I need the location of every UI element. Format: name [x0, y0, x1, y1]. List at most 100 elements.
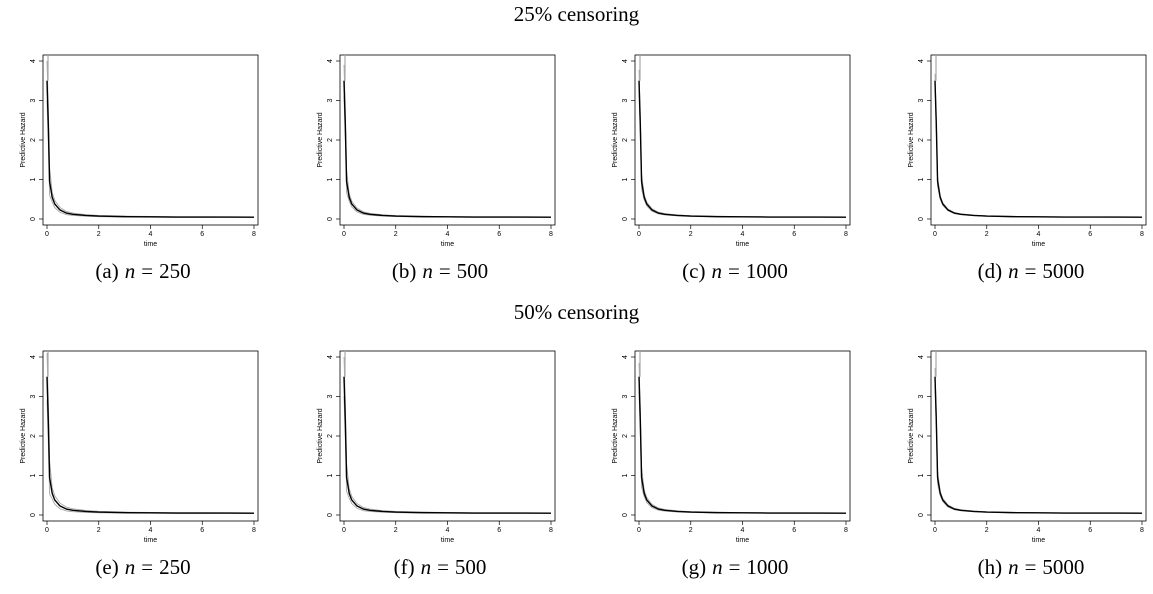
x-tick-label: 4 [149, 231, 153, 238]
y-tick-label: 4 [622, 355, 629, 359]
caption-n-value: 1000 [745, 259, 788, 283]
panel-caption: (h) n = 5000 [896, 555, 1153, 579]
chart-svg: 0 1 2 3 4 0 2 4 6 8 time Predictive Hazard [20, 350, 259, 544]
y-tick-label: 0 [327, 513, 334, 517]
caption-equals: = [1024, 259, 1037, 283]
x-tick-label: 0 [933, 231, 937, 238]
y-tick-label: 1 [918, 473, 925, 477]
caption-label: (h) [977, 555, 1003, 579]
x-tick-label: 6 [200, 231, 204, 238]
x-tick-label: 6 [497, 231, 501, 238]
band-upper [46, 60, 255, 218]
chart-svg: 0 1 2 3 4 0 2 4 6 8 time Predictive Hazard [612, 350, 851, 544]
band-upper [934, 73, 1143, 218]
y-tick-label: 4 [30, 355, 37, 359]
chart-svg: 0 1 2 3 4 0 2 4 6 8 time Predictive Hazard [317, 54, 556, 248]
chart-panel-e: 0 1 2 3 4 0 2 4 6 8 time Predictive Hazard (e) n = 250 [8, 346, 278, 582]
caption-n-symbol: n [1008, 259, 1019, 283]
x-tick-label: 6 [792, 527, 796, 534]
y-tick-label: 0 [327, 217, 334, 221]
band-lower [46, 400, 255, 514]
section-title-25: 25% censoring [513, 2, 640, 26]
x-tick-label: 4 [1037, 231, 1041, 238]
x-axis-label: time [441, 241, 454, 248]
x-tick-label: 4 [446, 527, 450, 534]
band-lower [638, 91, 847, 218]
band-lower [934, 87, 1143, 218]
x-tick-label: 6 [792, 231, 796, 238]
y-tick-label: 0 [918, 217, 925, 221]
y-tick-label: 3 [327, 394, 334, 398]
caption-label: (g) [681, 555, 707, 579]
y-tick-label: 4 [918, 355, 925, 359]
band-upper [638, 362, 847, 514]
y-axis-label: Predictive Hazard [20, 112, 27, 167]
x-tick-label: 2 [394, 527, 398, 534]
chart-svg: 0 1 2 3 4 0 2 4 6 8 time Predictive Hazard [612, 54, 851, 248]
x-axis-label: time [441, 537, 454, 544]
estimate-line [46, 80, 255, 218]
y-tick-label: 4 [918, 59, 925, 63]
chart-svg: 0 1 2 3 4 0 2 4 6 8 time Predictive Hazard [20, 54, 259, 248]
y-tick-label: 4 [327, 355, 334, 359]
caption-n-symbol: n [1008, 555, 1019, 579]
x-tick-label: 6 [497, 527, 501, 534]
chart-panel-d: 0 1 2 3 4 0 2 4 6 8 time Predictive Hazard (d) n = 5000 [896, 50, 1153, 286]
plot-frame [42, 350, 259, 522]
x-tick-label: 2 [97, 231, 101, 238]
y-tick-label: 0 [30, 217, 37, 221]
plot-frame [930, 54, 1147, 226]
x-tick-label: 8 [1140, 527, 1144, 534]
caption-equals: = [437, 555, 449, 579]
x-tick-label: 0 [342, 231, 346, 238]
caption-label: (c) [682, 259, 706, 283]
y-tick-label: 4 [622, 59, 629, 63]
caption-label: (b) [391, 259, 417, 283]
caption-label: (e) [95, 555, 119, 579]
y-tick-label: 0 [622, 217, 629, 221]
x-tick-label: 8 [252, 527, 256, 534]
chart-panel-c: 0 1 2 3 4 0 2 4 6 8 time Predictive Hazard (c) n = 1000 [600, 50, 870, 286]
caption-equals: = [727, 259, 740, 283]
panel-caption: (e) n = 250 [8, 555, 278, 579]
estimate-line [934, 376, 1143, 514]
band-upper [934, 367, 1143, 514]
y-axis-label: Predictive Hazard [317, 408, 324, 463]
y-tick-label: 0 [918, 513, 925, 517]
x-tick-label: 4 [741, 527, 745, 534]
x-tick-label: 4 [741, 231, 745, 238]
band-upper [638, 69, 847, 218]
x-tick-label: 8 [1140, 231, 1144, 238]
x-axis-label: time [144, 537, 157, 544]
plot-frame [634, 350, 851, 522]
caption-n-value: 1000 [746, 555, 789, 579]
caption-n-value: 250 [159, 259, 191, 283]
caption-n-value: 500 [456, 259, 489, 283]
caption-n-value: 250 [159, 555, 191, 579]
x-axis-label: time [736, 241, 749, 248]
estimate-line [343, 80, 552, 218]
chart-panel-f: 0 1 2 3 4 0 2 4 6 8 time Predictive Hazard (f) n = 500 [305, 346, 575, 582]
estimate-line [638, 80, 847, 218]
y-tick-label: 3 [30, 98, 37, 102]
y-tick-label: 3 [622, 394, 629, 398]
y-tick-label: 1 [327, 177, 334, 181]
y-axis-label: Predictive Hazard [908, 408, 915, 463]
x-tick-label: 8 [844, 231, 848, 238]
x-tick-label: 8 [844, 527, 848, 534]
x-tick-label: 4 [446, 231, 450, 238]
caption-equals: = [141, 555, 154, 579]
y-tick-label: 2 [327, 434, 334, 438]
y-tick-label: 1 [622, 473, 629, 477]
y-axis-label: Predictive Hazard [612, 408, 619, 463]
estimate-line [343, 376, 552, 514]
chart-svg: 0 1 2 3 4 0 2 4 6 8 time Predictive Hazard [908, 350, 1147, 544]
caption-n-value: 5000 [1042, 555, 1085, 579]
plot-frame [930, 350, 1147, 522]
caption-n-symbol: n [124, 555, 136, 579]
x-axis-label: time [1032, 241, 1045, 248]
band-lower [343, 96, 552, 218]
x-tick-label: 8 [549, 231, 553, 238]
x-tick-label: 8 [549, 527, 553, 534]
y-tick-label: 4 [327, 59, 334, 63]
